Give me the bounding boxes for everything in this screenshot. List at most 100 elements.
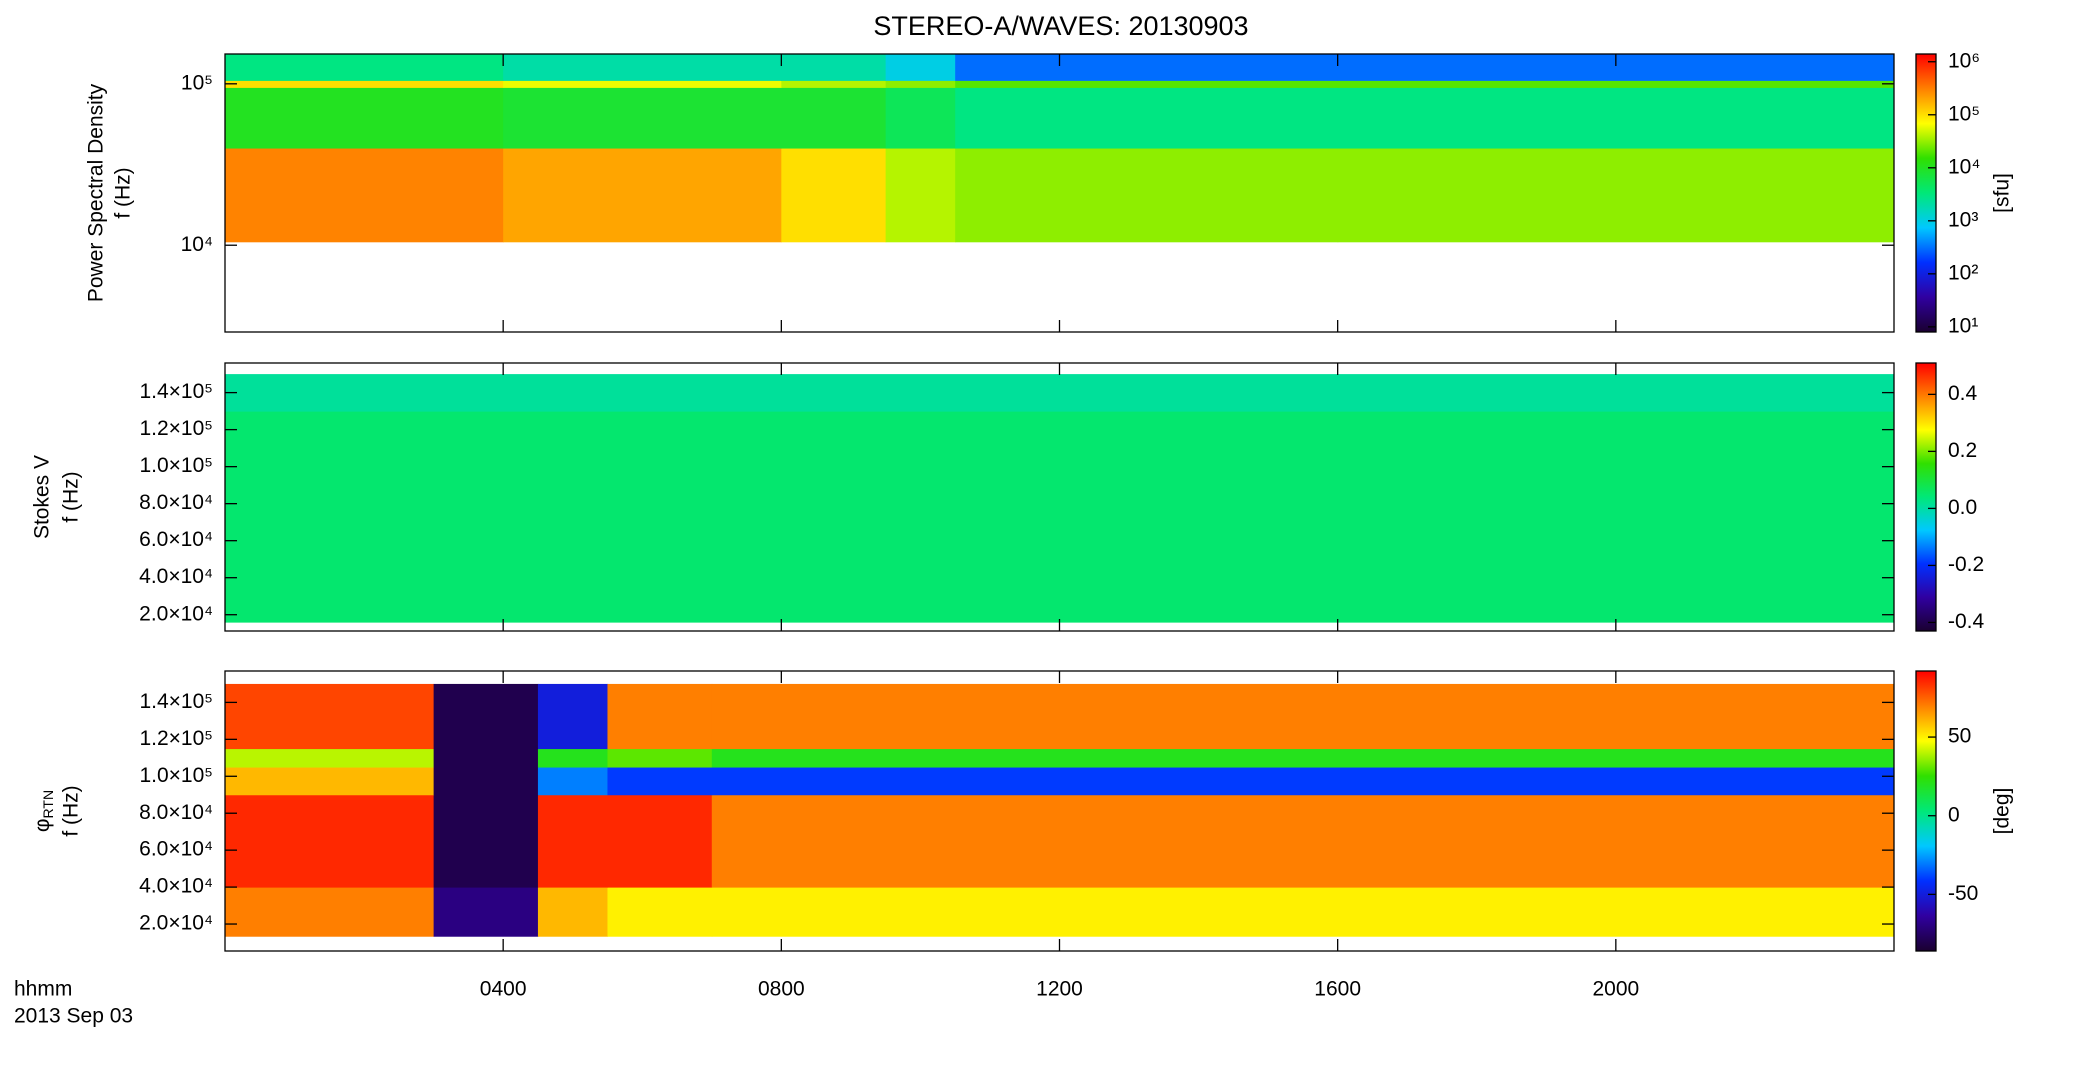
colorbar-label: [sfu] bbox=[1991, 173, 2014, 213]
spectrogram-cell bbox=[537, 887, 608, 937]
spectrogram-cell bbox=[1337, 80, 1895, 88]
spectrogram-cell bbox=[607, 794, 713, 888]
colorbar-tick-label: 10³ bbox=[1948, 208, 1978, 231]
colorbar-tick-label: -0.2 bbox=[1948, 553, 1984, 576]
y-axis-label: Stokes V bbox=[31, 455, 54, 539]
x-tick-label: 2000 bbox=[1592, 978, 1639, 1001]
colorbar-tick-label: -50 bbox=[1948, 882, 1978, 905]
colorbar-tick-label: -0.4 bbox=[1948, 610, 1985, 633]
y-tick-label: 1.2×10⁵ bbox=[139, 417, 213, 440]
y-tick-label: 2.0×10⁴ bbox=[139, 912, 213, 935]
y-axis-label: f (Hz) bbox=[112, 167, 135, 218]
spectrogram-cell bbox=[607, 767, 713, 796]
colorbar-tick-label: 10¹ bbox=[1948, 314, 1978, 337]
y-tick-label: 4.0×10⁴ bbox=[139, 565, 213, 588]
y-axis-label: Power Spectral Density bbox=[85, 83, 108, 302]
spectrogram-cell bbox=[433, 767, 539, 796]
spectrogram-cell bbox=[537, 748, 608, 768]
spectrogram-cell bbox=[225, 683, 435, 750]
spectrogram-cell bbox=[885, 148, 956, 243]
spectrogram-cell bbox=[433, 794, 539, 888]
spectrogram-cell bbox=[781, 54, 887, 81]
y-axis-label-subscript: RTN bbox=[40, 790, 56, 819]
y-tick-label: 2.0×10⁴ bbox=[139, 602, 213, 625]
colorbar-tick-label: 0 bbox=[1948, 803, 1960, 826]
spectrogram-cell bbox=[225, 87, 504, 149]
x-tick-label: 0400 bbox=[480, 978, 527, 1001]
chart-title: STEREO-A/WAVES: 20130903 bbox=[873, 11, 1248, 41]
colorbar bbox=[1916, 363, 1936, 631]
x-axis-label: hhmm bbox=[14, 978, 72, 1001]
y-axis-label: f (Hz) bbox=[60, 471, 83, 522]
spectrogram-cell bbox=[607, 683, 713, 750]
spectrogram-cell bbox=[781, 148, 887, 243]
spectrogram-cell bbox=[955, 148, 1339, 243]
spectrogram-cell bbox=[225, 767, 435, 796]
date-label: 2013 Sep 03 bbox=[14, 1005, 133, 1028]
y-axis-label: φRTN bbox=[31, 790, 56, 832]
spectrogram-cell bbox=[711, 767, 1895, 796]
colorbar-frame bbox=[1915, 53, 1937, 333]
colorbar-tick-label: 0.0 bbox=[1948, 496, 1977, 519]
colorbar bbox=[1916, 54, 1936, 332]
y-tick-label: 1.4×10⁵ bbox=[139, 690, 213, 713]
y-tick-label: 8.0×10⁴ bbox=[139, 801, 213, 824]
spectrogram-cell bbox=[955, 80, 1339, 88]
colorbar-frame bbox=[1915, 362, 1937, 632]
spectrogram-cell bbox=[955, 54, 1339, 81]
spectrogram-cell bbox=[781, 87, 887, 149]
spectrogram-cell bbox=[711, 794, 1895, 888]
spectrogram-cell bbox=[503, 54, 782, 81]
spectrogram-cell bbox=[433, 683, 539, 750]
spectrogram-cell bbox=[955, 87, 1339, 149]
spectrogram-cell bbox=[503, 87, 782, 149]
colorbar-label: [deg] bbox=[1991, 788, 2014, 835]
x-tick-label: 1600 bbox=[1314, 978, 1361, 1001]
spectrogram-cell bbox=[225, 748, 435, 768]
y-tick-label: 4.0×10⁴ bbox=[139, 875, 213, 898]
spectrogram-cell bbox=[225, 887, 435, 937]
y-tick-label: 10⁴ bbox=[181, 233, 213, 256]
colorbar-tick-label: 10⁶ bbox=[1948, 49, 1980, 72]
colorbar-tick-label: 50 bbox=[1948, 725, 1971, 748]
spectrogram-cell bbox=[225, 80, 504, 88]
y-tick-label: 6.0×10⁴ bbox=[139, 528, 213, 551]
spectrogram-cell bbox=[225, 794, 435, 888]
colorbar-tick-label: 10⁴ bbox=[1948, 155, 1980, 178]
x-tick-label: 1200 bbox=[1036, 978, 1083, 1001]
spectrogram-cell bbox=[225, 411, 1895, 623]
y-axis-label: f (Hz) bbox=[60, 785, 83, 836]
spectrogram-cell bbox=[885, 54, 956, 81]
spectrogram-cell bbox=[433, 887, 539, 937]
y-axis-label-symbol: φ bbox=[31, 818, 54, 832]
spectrogram-cell bbox=[607, 748, 713, 768]
x-tick-label: 0800 bbox=[758, 978, 805, 1001]
spectrogram-cell bbox=[711, 748, 1895, 768]
colorbar-tick-label: 0.2 bbox=[1948, 439, 1977, 462]
y-tick-label: 8.0×10⁴ bbox=[139, 491, 213, 514]
y-tick-label: 1.0×10⁵ bbox=[139, 764, 213, 787]
spectrogram-cell bbox=[607, 887, 713, 937]
spectrogram-cell bbox=[225, 148, 504, 243]
spectrogram-cell bbox=[225, 54, 504, 81]
y-tick-label: 10⁵ bbox=[181, 71, 213, 94]
colorbar bbox=[1916, 671, 1936, 951]
spectrogram-cell bbox=[503, 148, 782, 243]
y-tick-label: 1.4×10⁵ bbox=[139, 380, 213, 403]
spectrogram-cell bbox=[885, 87, 956, 149]
colorbar-tick-label: 0.4 bbox=[1948, 382, 1978, 405]
spectrogram-cell bbox=[711, 887, 1895, 937]
colorbar-tick-label: 10² bbox=[1948, 261, 1978, 284]
spectrogram-cell bbox=[1337, 87, 1895, 149]
spectrogram-cell bbox=[537, 767, 608, 796]
spectrogram-cell bbox=[711, 683, 1895, 750]
colorbar-frame bbox=[1915, 670, 1937, 952]
spectrogram-cell bbox=[781, 80, 887, 88]
spectrogram-cell bbox=[503, 80, 782, 88]
spectrogram-cell bbox=[1337, 148, 1895, 243]
spectrogram-cell bbox=[433, 748, 539, 768]
y-tick-label: 1.2×10⁵ bbox=[139, 727, 213, 750]
spectrogram-cell bbox=[537, 794, 608, 888]
spectrogram-cell bbox=[537, 683, 608, 750]
